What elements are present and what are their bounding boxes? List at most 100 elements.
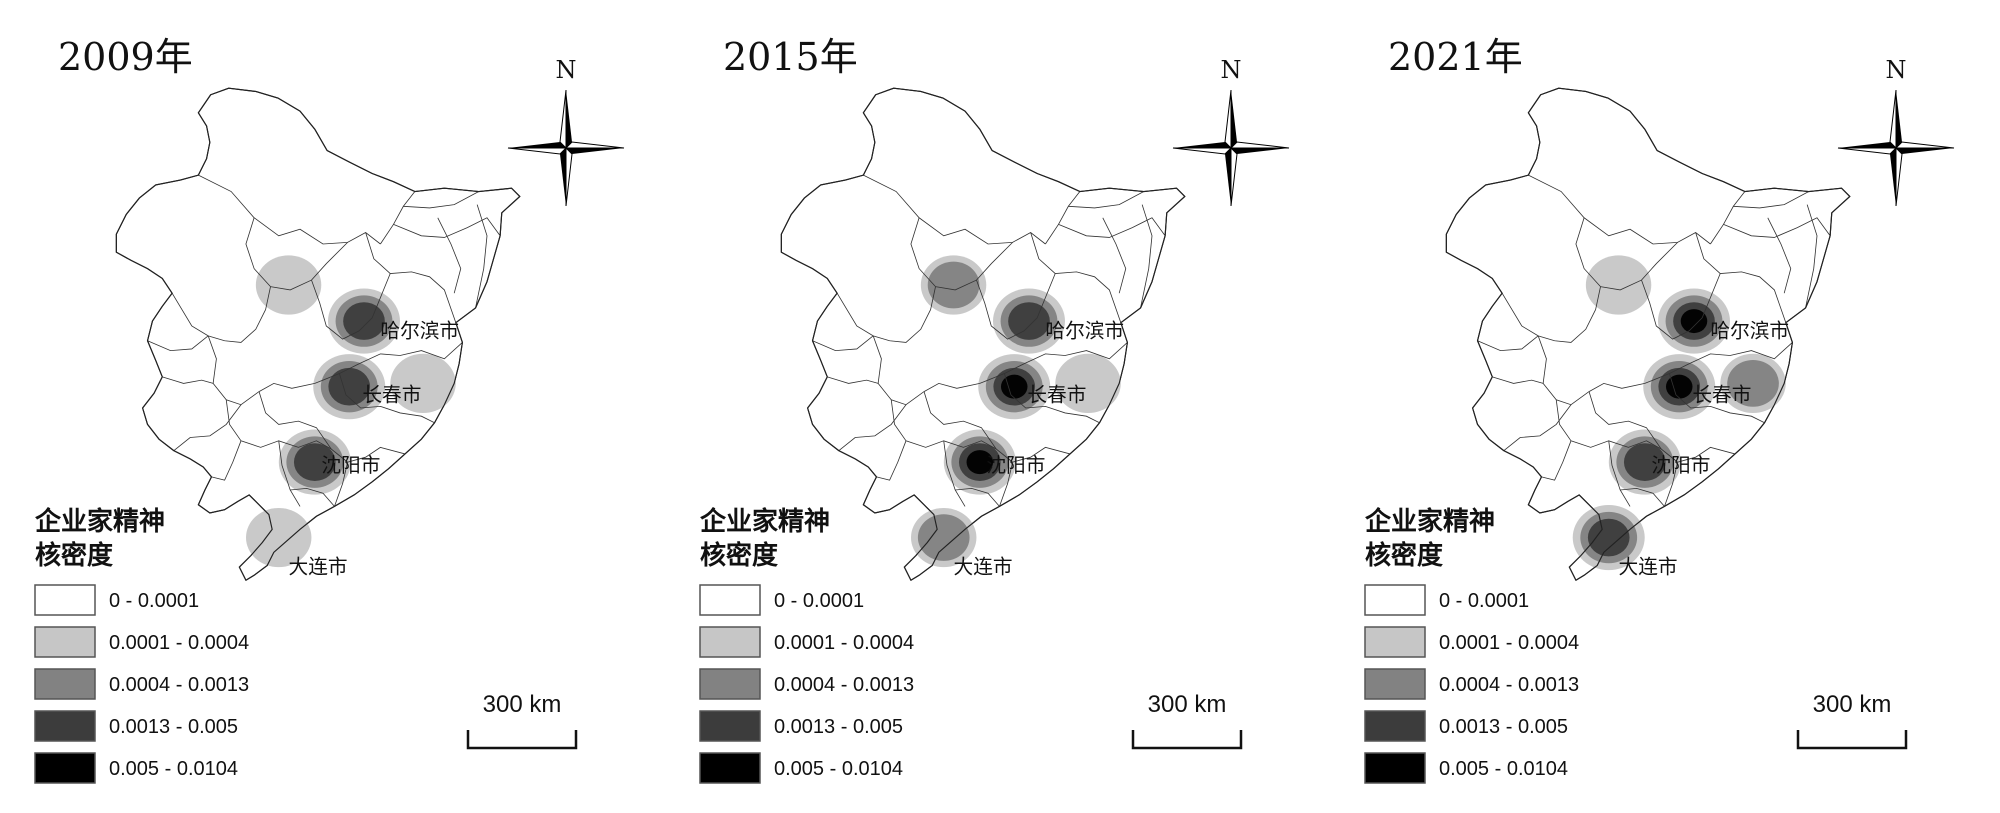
admin-boundary <box>1588 391 1662 450</box>
admin-boundary <box>1501 286 1601 343</box>
admin-boundary <box>380 191 416 245</box>
legend-subtitle: 核密度 <box>35 540 113 571</box>
north-label: N <box>556 56 577 84</box>
dalian-density-ring <box>246 507 312 568</box>
admin-boundary <box>1555 399 1736 463</box>
admin-boundary <box>1669 373 1765 424</box>
admin-boundary <box>1805 204 1818 309</box>
admin-boundary <box>1541 440 1572 481</box>
scale-bar-label: 300 km <box>483 691 562 718</box>
changchun-density-ring <box>1000 374 1028 399</box>
admin-boundary <box>393 217 501 238</box>
qiqihar-density-ring <box>927 261 980 309</box>
legend-swatch <box>1364 668 1426 700</box>
legend-label: 0.0004 - 0.0013 <box>1439 674 1579 696</box>
admin-boundary <box>1004 373 1100 424</box>
admin-boundary <box>955 487 1000 507</box>
admin-boundary <box>211 440 242 481</box>
city-label-dalian: 大连市 <box>289 556 348 579</box>
panel-year-title: 2009年 <box>58 35 193 79</box>
legend-label: 0.005 - 0.0104 <box>774 758 903 780</box>
qiqihar-density-ring <box>255 255 322 315</box>
city-label-shenyang: 沈阳市 <box>1651 454 1710 477</box>
admin-boundary <box>290 487 335 507</box>
city-label-harbin: 哈尔滨市 <box>1045 319 1124 342</box>
legend-subtitle: 核密度 <box>1365 540 1443 571</box>
admin-boundary <box>147 335 209 352</box>
legend-swatch <box>34 626 96 658</box>
admin-boundary <box>1723 217 1831 238</box>
admin-boundary <box>838 404 907 451</box>
legend-swatch <box>699 710 761 742</box>
legend-label: 0.0001 - 0.0004 <box>109 632 249 654</box>
scale-bar-label: 300 km <box>1813 691 1892 718</box>
admin-boundary <box>437 217 462 294</box>
admin-boundary <box>1477 335 1539 352</box>
admin-boundary <box>1068 191 1144 209</box>
dalian-density-ring <box>917 514 970 561</box>
scale-bar-label: 300 km <box>1148 691 1227 718</box>
scale-bar <box>466 730 578 750</box>
admin-boundary <box>171 286 271 343</box>
legend-title: 企业家精神 <box>1365 506 1495 537</box>
admin-boundary <box>943 440 966 507</box>
harbin-density-ring <box>343 302 385 340</box>
changchun-density-ring <box>1665 374 1693 399</box>
admin-boundary <box>365 232 457 323</box>
admin-boundary <box>334 462 348 507</box>
legend-label: 0 - 0.0001 <box>109 590 199 612</box>
legend-swatch <box>699 668 761 700</box>
admin-boundary <box>1733 191 1809 209</box>
city-label-shenyang: 沈阳市 <box>986 454 1045 477</box>
admin-boundary <box>403 191 479 209</box>
admin-boundary <box>890 399 1071 463</box>
admin-boundary <box>1608 440 1631 507</box>
north-label: N <box>1221 56 1242 84</box>
admin-boundary <box>836 286 936 343</box>
legend-swatch <box>699 626 761 658</box>
changchun-density-ring <box>328 367 371 406</box>
admin-boundary <box>1492 376 1544 384</box>
admin-boundary <box>812 335 874 352</box>
legend-swatch <box>34 710 96 742</box>
admin-boundary <box>1664 462 1678 507</box>
legend-swatch <box>1364 710 1426 742</box>
legend-swatch <box>1364 626 1426 658</box>
city-label-harbin: 哈尔滨市 <box>380 319 459 342</box>
jilin-density-ring <box>1055 353 1121 414</box>
city-label-harbin: 哈尔滨市 <box>1710 319 1789 342</box>
region-border <box>780 87 1186 582</box>
legend-title: 企业家精神 <box>700 506 830 537</box>
dalian-density-ring <box>1587 518 1630 557</box>
legend-label: 0.005 - 0.0104 <box>1439 758 1568 780</box>
jilin-density-ring <box>390 353 456 414</box>
admin-boundary <box>1528 174 1711 245</box>
admin-boundary <box>1058 217 1166 238</box>
admin-boundary <box>1767 217 1792 294</box>
admin-boundary <box>999 462 1013 507</box>
admin-boundary <box>876 440 907 481</box>
north-label: N <box>1886 56 1907 84</box>
legend-title: 企业家精神 <box>35 506 165 537</box>
region-border <box>1445 87 1851 582</box>
admin-boundary <box>1140 204 1153 309</box>
scale-bar <box>1131 730 1243 750</box>
legend-label: 0.0004 - 0.0013 <box>109 674 249 696</box>
city-label-changchun: 长春市 <box>1027 383 1086 406</box>
admin-boundary <box>162 376 214 384</box>
legend-label: 0.0001 - 0.0004 <box>774 632 914 654</box>
legend-label: 0.005 - 0.0104 <box>109 758 238 780</box>
north-arrow-icon: N <box>1837 56 1955 207</box>
legend-label: 0.0013 - 0.005 <box>109 716 238 738</box>
admin-boundary <box>475 204 488 309</box>
admin-boundary <box>1503 404 1572 451</box>
legend-swatch <box>34 752 96 784</box>
shenyang-density-ring <box>293 443 336 481</box>
jilin-density-ring <box>1727 360 1779 407</box>
legend-swatch <box>1364 752 1426 784</box>
admin-boundary <box>827 376 879 384</box>
